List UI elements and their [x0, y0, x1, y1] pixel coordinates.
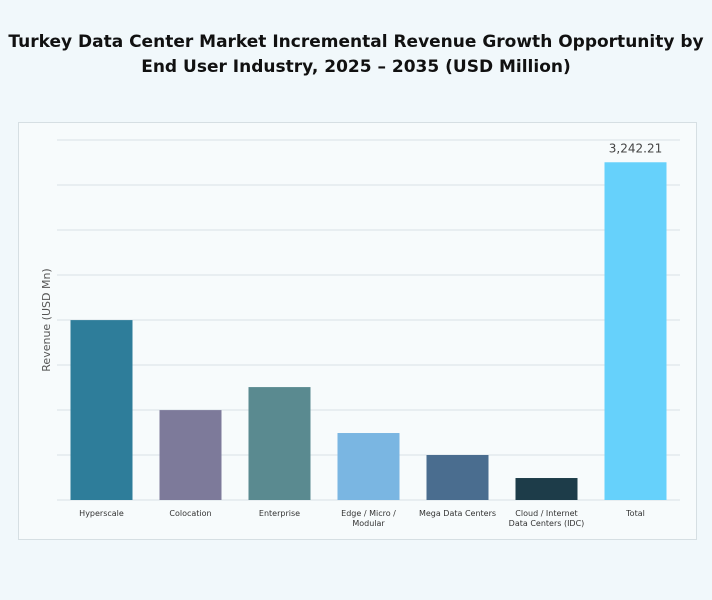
value-label: 3,242.21	[609, 141, 662, 155]
bar	[70, 320, 133, 500]
x-tick-label: Hyperscale	[79, 509, 124, 518]
x-tick-label: Colocation	[169, 509, 212, 518]
bar	[604, 162, 667, 501]
bar	[426, 455, 489, 500]
y-axis-label: Revenue (USD Mn)	[40, 268, 53, 371]
x-tick-label: Cloud / Internet Data Centers (IDC)	[508, 509, 585, 528]
bar	[515, 478, 578, 500]
x-tick-label: Mega Data Centers	[418, 509, 497, 518]
bar	[337, 433, 400, 500]
x-tick-label: Edge / Micro / Modular	[341, 509, 396, 528]
chart-title: Turkey Data Center Market Incremental Re…	[8, 32, 704, 77]
x-tick-label: Enterprise	[258, 509, 301, 518]
bar	[248, 387, 311, 500]
bar	[159, 410, 222, 500]
x-tick-label: Total	[626, 509, 645, 518]
